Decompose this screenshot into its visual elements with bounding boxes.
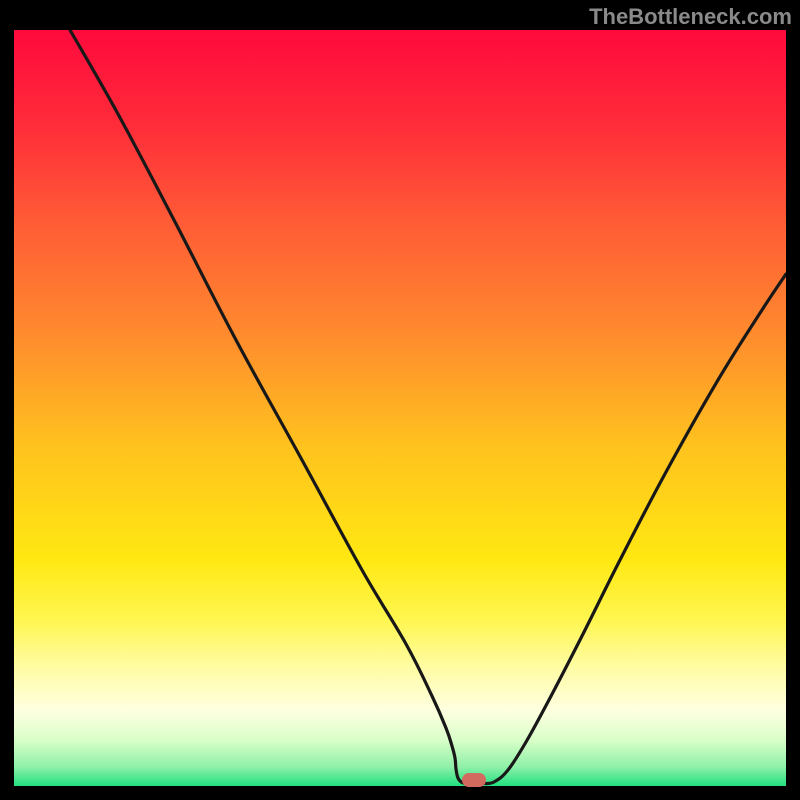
- optimum-marker: [462, 773, 486, 787]
- bottleneck-curve: [14, 30, 786, 786]
- chart-container: TheBottleneck.com: [0, 0, 800, 800]
- watermark-label: TheBottleneck.com: [589, 4, 792, 30]
- plot-area: [14, 30, 786, 786]
